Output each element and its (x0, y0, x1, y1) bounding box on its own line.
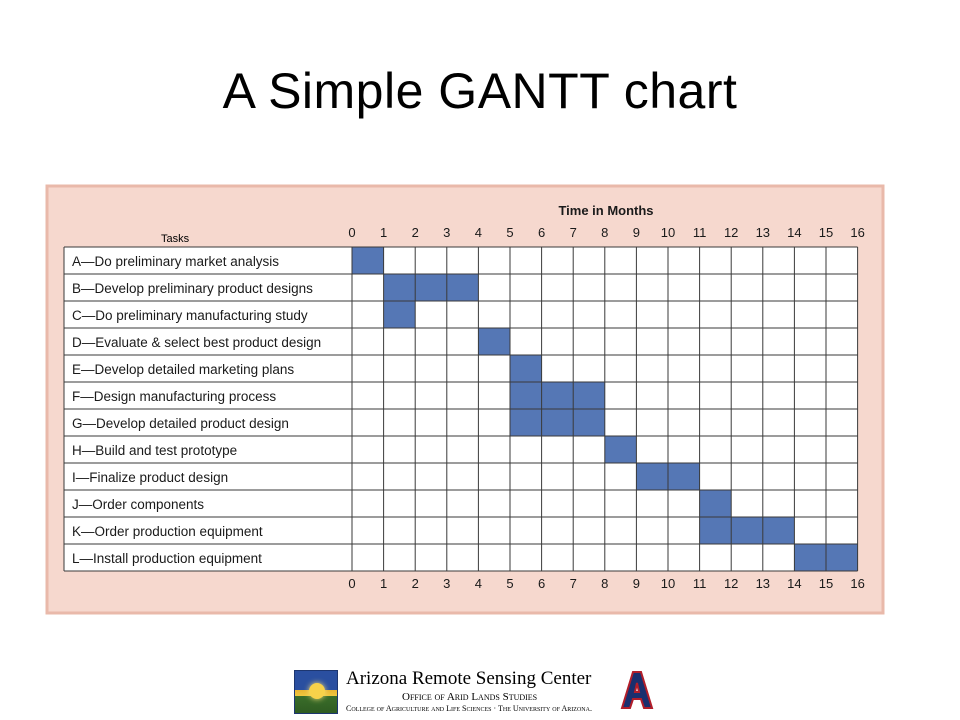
task-bar-a (352, 247, 384, 274)
tick-label-bottom: 8 (601, 576, 608, 591)
slide-title: A Simple GANTT chart (222, 63, 738, 119)
task-label-k: K—Order production equipment (72, 524, 263, 539)
task-bar-e (510, 355, 542, 382)
task-bar-k (699, 517, 795, 544)
tick-label-bottom: 12 (724, 576, 738, 591)
task-label-f: F—Design manufacturing process (72, 389, 276, 404)
tick-label-top: 5 (506, 225, 513, 240)
tick-label-bottom: 6 (538, 576, 545, 591)
tick-label-top: 10 (661, 225, 675, 240)
task-label-j: J—Order components (72, 497, 204, 512)
gantt-chart: Time in Months Tasks A—Do preliminary mark… (45, 184, 885, 615)
tick-label-top: 12 (724, 225, 738, 240)
tick-label-bottom: 7 (570, 576, 577, 591)
tick-label-top: 7 (570, 225, 577, 240)
arsc-sun-logo-icon (294, 670, 338, 714)
tick-label-bottom: 3 (443, 576, 450, 591)
task-label-b: B—Develop preliminary product designs (72, 281, 313, 296)
tick-label-top: 11 (693, 225, 707, 240)
task-bar-d (478, 328, 510, 355)
task-label-g: G—Develop detailed product design (72, 416, 289, 431)
footer-center-name: Arizona Remote Sensing Center (346, 668, 592, 689)
tick-label-bottom: 4 (475, 576, 482, 591)
task-bar-b (383, 274, 479, 301)
tick-label-bottom: 2 (412, 576, 419, 591)
footer-office: Office of Arid Lands Studies (402, 691, 538, 703)
task-bar-h (604, 436, 637, 463)
tick-label-top: 6 (538, 225, 545, 240)
tick-label-bottom: 13 (756, 576, 770, 591)
tick-label-top: 14 (787, 225, 801, 240)
tick-label-bottom: 16 (850, 576, 864, 591)
tick-label-top: 0 (348, 225, 355, 240)
tick-label-bottom: 5 (506, 576, 513, 591)
tick-label-bottom: 10 (661, 576, 675, 591)
task-label-e: E—Develop detailed marketing plans (72, 362, 294, 377)
tick-label-top: 3 (443, 225, 450, 240)
tick-label-top: 4 (475, 225, 482, 240)
task-label-d: D—Evaluate & select best product design (72, 335, 321, 350)
tick-label-top: 15 (819, 225, 833, 240)
tick-label-top: 9 (633, 225, 640, 240)
footer-college: College of Agriculture and Life Sciences… (346, 704, 592, 713)
tasks-header: Tasks (161, 233, 190, 245)
tick-label-bottom: 1 (380, 576, 387, 591)
task-bar-f (510, 382, 605, 409)
task-bar-g (510, 409, 605, 436)
tick-label-bottom: 11 (693, 576, 707, 591)
tick-label-top: 8 (601, 225, 608, 240)
tick-label-bottom: 15 (819, 576, 833, 591)
tick-label-bottom: 0 (348, 576, 355, 591)
tick-label-bottom: 9 (633, 576, 640, 591)
task-label-a: A—Do preliminary market analysis (72, 254, 279, 269)
university-a-logo-icon (620, 668, 654, 712)
tick-label-top: 2 (412, 225, 419, 240)
task-label-c: C—Do preliminary manufacturing study (72, 308, 308, 323)
footer-logo-banner: Arizona Remote Sensing Center Office of … (290, 664, 664, 718)
tick-label-top: 13 (756, 225, 770, 240)
tick-label-top: 16 (850, 225, 864, 240)
tick-label-top: 1 (380, 225, 387, 240)
task-bar-j (699, 490, 732, 517)
tick-label-bottom: 14 (787, 576, 801, 591)
task-label-h: H—Build and test prototype (72, 443, 237, 458)
axis-label: Time in Months (558, 203, 653, 218)
task-label-l: L—Install production equipment (72, 551, 262, 566)
task-bar-c (383, 301, 416, 328)
task-label-i: I—Finalize product design (72, 470, 228, 485)
